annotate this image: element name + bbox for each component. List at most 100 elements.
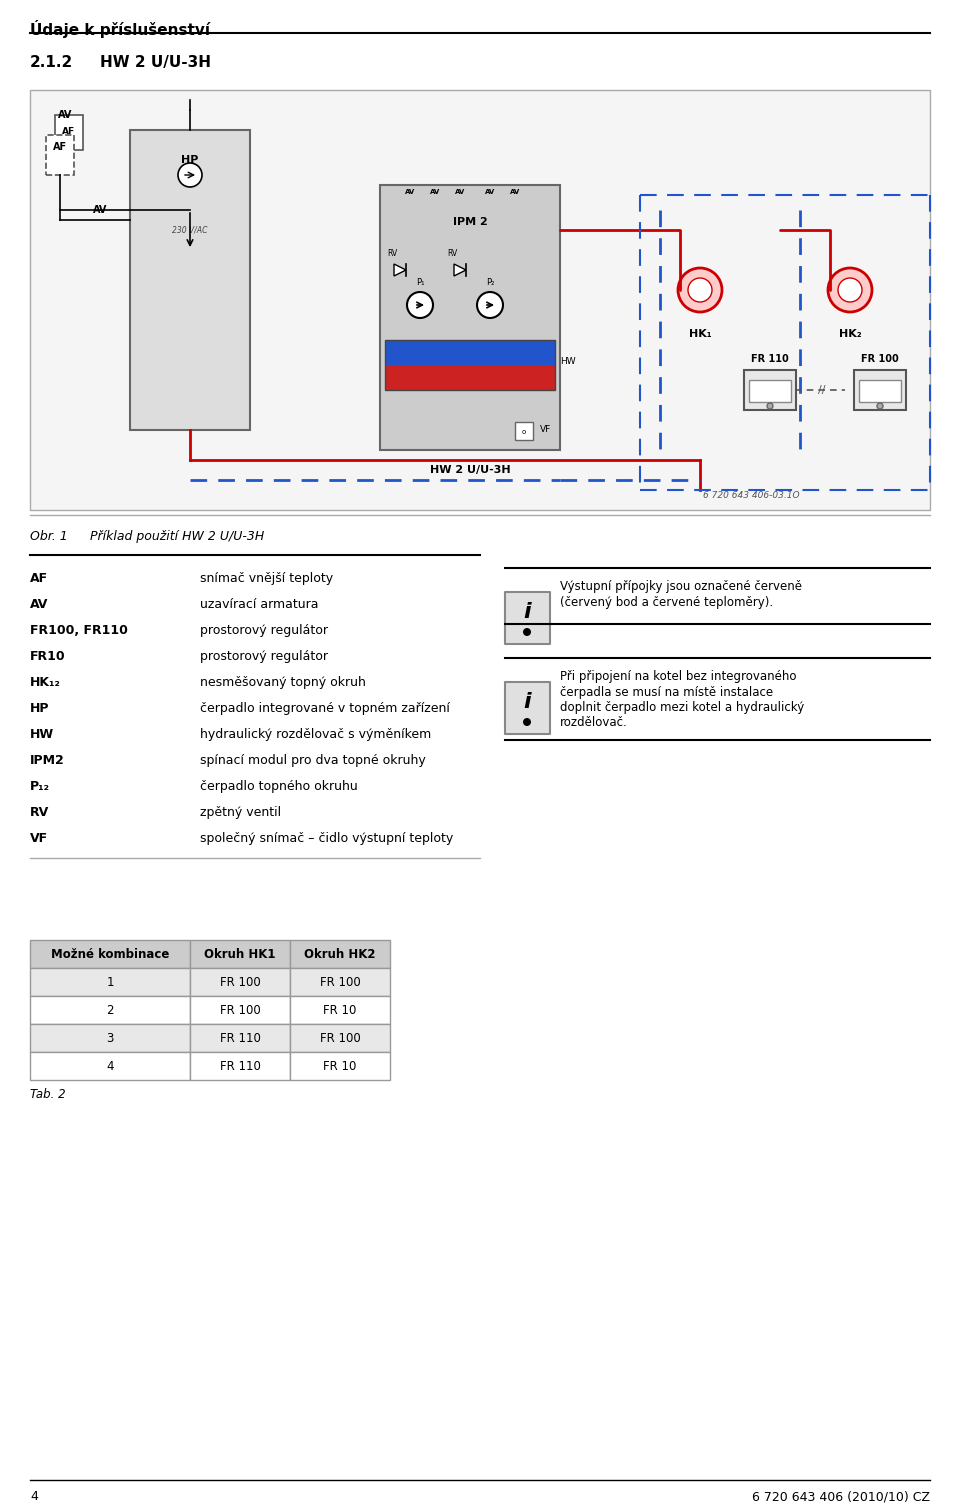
Bar	[30, 1025, 190, 1052]
Text: Možné kombinace: Možné kombinace	[51, 948, 169, 961]
Text: AV: AV	[485, 189, 495, 195]
Bar	[46, 134, 74, 175]
Bar	[505, 682, 550, 733]
Text: Při připojení na kotel bez integrovaného: Při připojení na kotel bez integrovaného	[560, 670, 797, 684]
Text: nesměšovaný topný okruh: nesměšovaný topný okruh	[200, 676, 366, 690]
Text: 6 720 643 406 (2010/10) CZ: 6 720 643 406 (2010/10) CZ	[752, 1489, 930, 1503]
Bar	[190, 996, 290, 1025]
Circle shape	[877, 403, 883, 409]
Text: FR 110: FR 110	[751, 355, 789, 364]
Circle shape	[828, 269, 872, 312]
Text: 4: 4	[107, 1059, 113, 1073]
Text: FR 100: FR 100	[220, 975, 260, 988]
Text: HW 2 U/U-3H: HW 2 U/U-3H	[100, 54, 211, 69]
Text: (červený bod a červené teploměry).: (červený bod a červené teploměry).	[560, 596, 773, 610]
Text: RV: RV	[30, 806, 49, 819]
Text: FR 10: FR 10	[324, 1003, 357, 1017]
Text: HK₂: HK₂	[839, 329, 861, 340]
Bar	[515, 423, 533, 441]
Text: zpětný ventil: zpětný ventil	[200, 806, 281, 819]
Bar	[30, 91, 930, 510]
Circle shape	[407, 293, 433, 318]
Text: AF: AF	[53, 142, 67, 152]
Text: Okruh HK2: Okruh HK2	[304, 948, 375, 961]
Text: 230 V/AC: 230 V/AC	[172, 225, 207, 234]
Text: čerpadla se musí na místě instalace
doplnit čerpadlo mezi kotel a hydraulický
ro: čerpadla se musí na místě instalace dopl…	[560, 687, 804, 729]
Text: FR100, FR110: FR100, FR110	[30, 625, 128, 637]
Bar	[30, 940, 190, 967]
Bar	[290, 996, 390, 1025]
Circle shape	[688, 278, 712, 302]
Text: AV: AV	[30, 598, 48, 611]
Text: AV: AV	[455, 189, 466, 195]
Text: společný snímač – čidlo výstupní teploty: společný snímač – čidlo výstupní teploty	[200, 831, 453, 845]
Text: HP: HP	[30, 702, 50, 715]
Text: spínací modul pro dva topné okruhy: spínací modul pro dva topné okruhy	[200, 754, 425, 767]
Bar	[130, 130, 250, 430]
Text: AF: AF	[30, 572, 48, 585]
Circle shape	[523, 718, 531, 726]
Text: prostorový regulátor: prostorový regulátor	[200, 625, 328, 637]
Bar	[290, 1025, 390, 1052]
Bar	[30, 996, 190, 1025]
Text: Výstupní přípojky jsou označené červeně: Výstupní přípojky jsou označené červeně	[560, 579, 802, 593]
Text: 2.1.2: 2.1.2	[30, 54, 73, 69]
Text: //: //	[818, 385, 826, 395]
Bar	[190, 1052, 290, 1080]
Bar	[30, 1052, 190, 1080]
Text: prostorový regulátor: prostorový regulátor	[200, 650, 328, 662]
Text: 3: 3	[107, 1032, 113, 1044]
Bar	[385, 340, 555, 365]
Text: snímač vnější teploty: snímač vnější teploty	[200, 572, 333, 585]
Text: FR 100: FR 100	[220, 1003, 260, 1017]
Bar	[744, 370, 796, 410]
Bar	[749, 380, 791, 401]
Text: HW 2 U/U-3H: HW 2 U/U-3H	[430, 465, 511, 475]
Circle shape	[838, 278, 862, 302]
Text: FR 110: FR 110	[220, 1059, 260, 1073]
Text: Okruh HK1: Okruh HK1	[204, 948, 276, 961]
Bar	[190, 940, 290, 967]
Bar	[385, 340, 555, 389]
Bar	[290, 967, 390, 996]
Polygon shape	[454, 264, 466, 276]
Text: VF: VF	[30, 831, 48, 845]
Text: P₂: P₂	[486, 278, 494, 287]
Text: o: o	[522, 429, 526, 435]
Text: 2: 2	[107, 1003, 113, 1017]
Text: Obr. 1: Obr. 1	[30, 530, 68, 543]
Circle shape	[178, 163, 202, 187]
Text: HP: HP	[181, 155, 199, 164]
Text: hydraulický rozdělovač s výměníkem: hydraulický rozdělovač s výměníkem	[200, 727, 431, 741]
Text: AF: AF	[62, 127, 76, 136]
Text: i: i	[523, 693, 531, 712]
Text: uzavírací armatura: uzavírací armatura	[200, 598, 319, 611]
Text: Příklad použití HW 2 U/U-3H: Příklad použití HW 2 U/U-3H	[90, 530, 264, 543]
Text: i: i	[523, 602, 531, 622]
Text: P₁: P₁	[416, 278, 424, 287]
Text: IPM 2: IPM 2	[452, 217, 488, 226]
Circle shape	[523, 628, 531, 635]
Text: FR 100: FR 100	[861, 355, 899, 364]
Bar	[30, 967, 190, 996]
Circle shape	[477, 293, 503, 318]
Bar	[190, 967, 290, 996]
Text: FR10: FR10	[30, 650, 65, 662]
Text: IPM2: IPM2	[30, 754, 64, 767]
Circle shape	[767, 403, 773, 409]
Text: AV: AV	[93, 205, 108, 214]
Text: čerpadlo topného okruhu: čerpadlo topného okruhu	[200, 780, 358, 794]
Text: Údaje k příslušenství: Údaje k příslušenství	[30, 20, 210, 38]
Bar	[385, 365, 555, 389]
Text: AV: AV	[430, 189, 440, 195]
Text: Tab. 2: Tab. 2	[30, 1088, 65, 1102]
Text: AV: AV	[510, 189, 520, 195]
Circle shape	[678, 269, 722, 312]
Text: RV: RV	[387, 249, 397, 258]
Text: AV: AV	[58, 110, 72, 121]
Text: 6 720 643 406-03.1O: 6 720 643 406-03.1O	[704, 490, 800, 499]
Text: 4: 4	[30, 1489, 37, 1503]
Text: VF: VF	[540, 426, 551, 435]
Bar	[505, 592, 550, 644]
Text: P₁₂: P₁₂	[30, 780, 50, 794]
